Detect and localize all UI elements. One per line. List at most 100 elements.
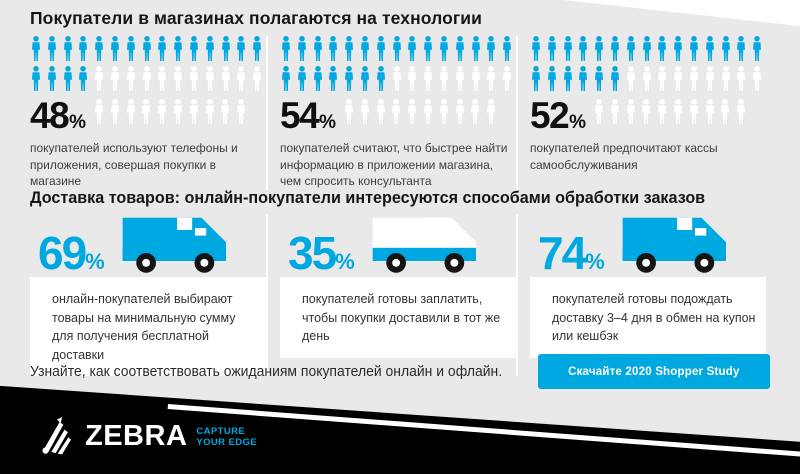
footer-cta-row: Узнайте, как соответствовать ожиданиям п… (30, 354, 770, 389)
person-icon (237, 36, 246, 61)
person-icon (705, 66, 714, 91)
person-icon (579, 36, 588, 61)
zebra-wordmark: ZEBRA (85, 419, 188, 452)
person-icon (547, 36, 556, 61)
person-icon (392, 66, 401, 91)
stat-percent: 52% (530, 95, 587, 136)
person-icon (674, 36, 683, 61)
person-icon (47, 36, 56, 61)
person-icon (658, 99, 667, 124)
person-icon (658, 66, 667, 91)
stat-description: покупателей считают, что быстрее найти и… (280, 141, 508, 189)
stat-line: 48% (30, 95, 266, 136)
person-icon (455, 36, 464, 61)
stat-percent: 35% (288, 227, 355, 280)
person-icon (626, 66, 635, 91)
person-icon (158, 66, 167, 91)
person-icon (221, 99, 230, 124)
brand-tagline: CAPTURE YOUR EDGE (196, 426, 257, 448)
person-icon (737, 36, 746, 61)
person-icon (63, 36, 72, 61)
zebra-logo-icon (42, 417, 71, 455)
stat-percent: 54% (280, 95, 337, 136)
person-icon (282, 36, 290, 61)
person-icon (674, 66, 683, 91)
delivery-stats-row: 69% онлайн-покупателей выбирают товары н… (30, 214, 770, 376)
person-icon (297, 66, 306, 91)
people-pictogram-row (593, 99, 747, 125)
stat-line: 52% (530, 95, 766, 136)
person-icon (579, 66, 588, 91)
zebra-brand-lockup: ZEBRA CAPTURE YOUR EDGE (38, 414, 257, 458)
person-icon (408, 36, 417, 61)
person-icon (424, 99, 433, 124)
person-icon (626, 99, 635, 124)
person-icon (360, 36, 369, 61)
person-icon (547, 66, 556, 91)
section-store-title: Покупатели в магазинах полагаются на тех… (30, 8, 482, 28)
people-pictogram-row (30, 66, 266, 94)
person-icon (174, 66, 183, 91)
person-icon (439, 36, 448, 61)
store-stat-52: 52% покупателей предпочитают кассы самоо… (516, 36, 766, 190)
person-icon (408, 66, 417, 91)
stat-line: 54% (280, 95, 516, 136)
person-icon (158, 36, 167, 61)
person-icon (360, 66, 369, 91)
person-icon (721, 36, 730, 61)
person-icon (142, 66, 151, 91)
person-icon (392, 36, 401, 61)
stat-percent: 69% (38, 227, 105, 280)
person-icon (503, 66, 512, 91)
stat-visual: 35% (280, 214, 516, 276)
person-icon (142, 36, 151, 61)
stat-percent: 48% (30, 95, 87, 136)
person-icon (471, 66, 480, 91)
person-icon (221, 36, 230, 61)
person-icon (642, 66, 651, 91)
person-icon (329, 66, 338, 91)
person-icon (205, 99, 214, 124)
person-icon (455, 66, 464, 91)
person-icon (674, 99, 683, 124)
person-icon (626, 36, 635, 61)
person-icon (142, 99, 151, 124)
store-stat-54: 54% покупателей считают, что быстрее най… (266, 36, 516, 190)
delivery-stat-69: 69% онлайн-покупателей выбирают товары н… (30, 214, 266, 376)
person-icon (126, 66, 135, 91)
person-icon (221, 66, 230, 91)
person-icon (705, 99, 714, 124)
person-icon (174, 36, 183, 61)
person-icon (189, 36, 198, 61)
person-icon (487, 66, 496, 91)
person-icon (610, 99, 619, 124)
people-pictogram-row (343, 99, 497, 125)
person-icon (721, 66, 730, 91)
person-icon (503, 36, 512, 61)
person-icon (532, 66, 540, 91)
person-icon (313, 66, 322, 91)
stat-description-card: онлайн-покупателей выбирают товары на ми… (30, 277, 266, 376)
person-icon (95, 66, 104, 91)
person-icon (79, 36, 88, 61)
person-icon (253, 36, 262, 61)
person-icon (95, 36, 104, 61)
delivery-stat-35: 35% покупателей готовы заплатить, чтобы … (266, 214, 516, 376)
person-icon (189, 99, 198, 124)
store-stat-48: 48% покупателей используют телефоны и пр… (30, 36, 266, 190)
person-icon (563, 36, 572, 61)
stat-description: покупателей используют телефоны и прилож… (30, 141, 238, 189)
person-icon (329, 36, 338, 61)
person-icon (658, 36, 667, 61)
download-shopper-study-button[interactable]: Скачайте 2020 Shopper Study (537, 354, 770, 389)
person-icon (642, 99, 651, 124)
stat-description-card: покупателей готовы подождать доставку 3–… (530, 277, 766, 358)
people-pictogram-row (93, 99, 247, 125)
people-pictogram-row (530, 36, 766, 64)
person-icon (376, 99, 385, 124)
delivery-truck-icon (372, 217, 476, 273)
person-icon (439, 99, 448, 124)
person-icon (455, 99, 464, 124)
person-icon (47, 66, 56, 91)
stat-description-card: покупателей готовы заплатить, чтобы поку… (280, 277, 516, 358)
